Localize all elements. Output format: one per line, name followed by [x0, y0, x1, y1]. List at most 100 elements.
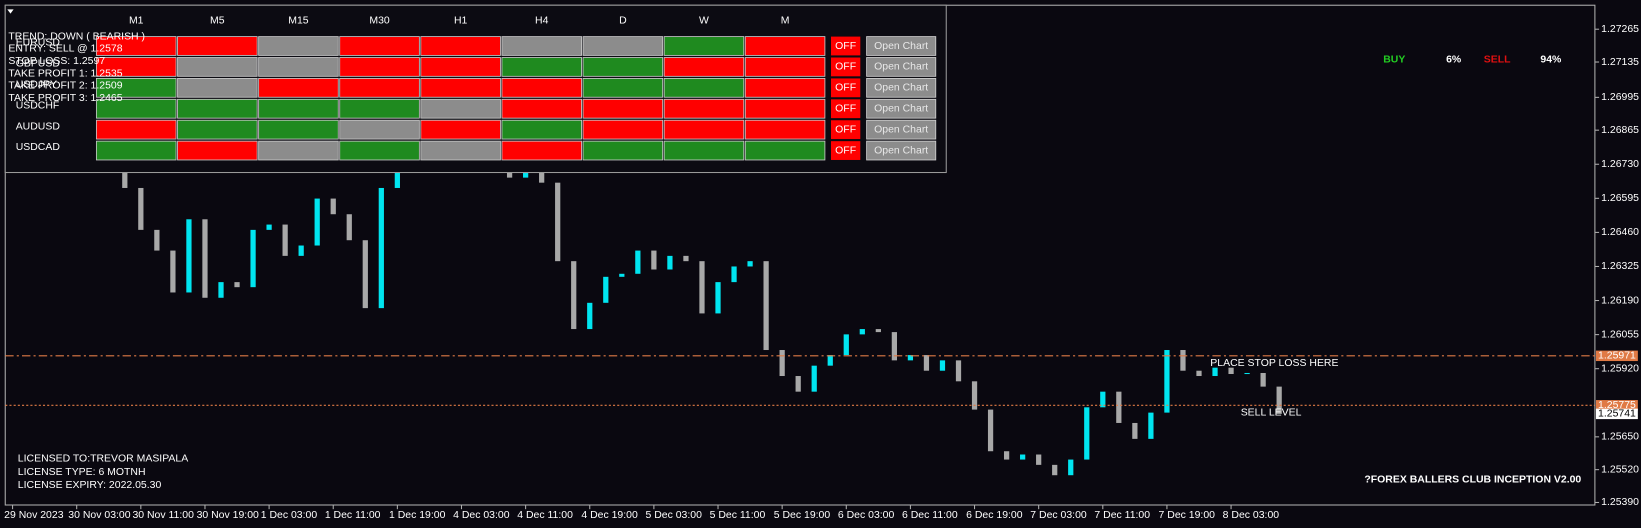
open-chart-button[interactable]: [866, 77, 937, 98]
candle: [907, 355, 914, 361]
open-chart-label[interactable]: Open Chart: [874, 104, 928, 115]
timeframe-cell: [582, 57, 664, 77]
toggle-label[interactable]: OFF: [835, 124, 856, 135]
level-text: SELL LEVEL: [1241, 407, 1302, 418]
timeframe-cell: [339, 36, 420, 56]
toggle-label[interactable]: OFF: [835, 145, 856, 156]
open-chart-label[interactable]: Open Chart: [874, 145, 928, 156]
candle: [1196, 370, 1202, 377]
timeframe-cell: [663, 77, 745, 98]
timeframe-cell: [339, 119, 420, 140]
timeframe-cell: [95, 77, 177, 98]
candle: [170, 250, 176, 293]
symbol-label: GBPUSD: [16, 59, 61, 70]
symbol-label: USDCHF: [16, 100, 60, 111]
y-tick-label: 1.26730: [1601, 159, 1639, 170]
sentiment-buy-value: 6%: [1446, 54, 1462, 65]
last-price: 1.25741: [1598, 409, 1636, 420]
timeframe-cell: [501, 36, 582, 56]
candle: [1228, 367, 1234, 374]
candle: [282, 224, 288, 256]
timeframe-cell: [420, 77, 501, 98]
toggle-label[interactable]: OFF: [835, 41, 856, 52]
toggle-button[interactable]: [830, 141, 861, 160]
x-tick-label: 5 Dec 19:00: [774, 510, 831, 521]
candle: [1036, 454, 1042, 465]
candle: [843, 334, 849, 356]
timeframe-cell: [339, 140, 420, 161]
x-tick-label: 6 Dec 03:00: [838, 510, 895, 521]
candle: [1132, 422, 1138, 439]
toggle-label[interactable]: OFF: [835, 62, 856, 73]
candle: [378, 187, 384, 309]
toggle-button[interactable]: [830, 57, 861, 77]
toggle-button[interactable]: [830, 120, 861, 140]
plot: 1.27265 1.27135 1.26995 1.26865 1.26730 1.265…: [4, 24, 1639, 521]
candle: [859, 329, 865, 335]
symbol-label: USDCAD: [16, 142, 61, 153]
brand: ?FOREX BALLERS CLUB INCEPTION V2.00: [1364, 475, 1581, 486]
candle: [827, 355, 833, 366]
column-header: M5: [210, 16, 225, 27]
level-price: 1.25775: [1598, 400, 1636, 411]
y-tick-label: 1.26190: [1601, 295, 1639, 306]
open-chart-button[interactable]: [866, 140, 937, 161]
candle: [202, 219, 208, 298]
y-tick-label: 1.26995: [1601, 92, 1639, 103]
signal-line: TREND: DOWN ( BEARISH ): [8, 31, 145, 42]
level-price: 1.25971: [1598, 351, 1636, 362]
timeframe-cell: [582, 140, 664, 161]
open-chart-label[interactable]: Open Chart: [874, 124, 928, 135]
open-chart-button[interactable]: [866, 36, 937, 56]
candle: [587, 302, 593, 330]
symbol-label: USDJPY: [16, 79, 57, 90]
candle: [1003, 451, 1010, 460]
candle: [362, 240, 368, 309]
timeframe-cell: [339, 57, 420, 77]
open-chart-label[interactable]: Open Chart: [874, 62, 928, 73]
open-chart-button[interactable]: [866, 57, 937, 77]
x-tick-label: 30 Nov 03:00: [68, 510, 130, 521]
candle: [314, 198, 320, 246]
open-chart-button[interactable]: [866, 119, 937, 140]
candle: [571, 261, 577, 330]
open-chart-label[interactable]: Open Chart: [874, 83, 928, 94]
candle: [1164, 350, 1170, 413]
open-chart-label[interactable]: Open Chart: [874, 41, 928, 52]
toggle-button[interactable]: [830, 36, 861, 56]
panel-collapse-icon[interactable]: [7, 9, 14, 14]
sentiment-sell-value: 94%: [1540, 54, 1562, 65]
toggle-button[interactable]: [830, 99, 861, 119]
timeframe-cell: [95, 119, 177, 140]
signal-line: STOP LOSS: 1.2597: [8, 56, 105, 67]
x-tick-label: 30 Nov 11:00: [132, 510, 194, 521]
signal-line: TAKE PROFIT 1: 1.2535: [8, 68, 122, 79]
candle: [891, 332, 897, 361]
candle: [683, 255, 689, 262]
timeframe-cell: [582, 36, 664, 56]
toggle-label[interactable]: OFF: [835, 83, 856, 94]
y-tick-label: 1.25920: [1601, 363, 1639, 374]
timeframe-cell: [582, 98, 664, 119]
candle: [138, 187, 144, 230]
candle: [619, 273, 625, 277]
level-text: PLACE STOP LOSS HERE: [1210, 358, 1338, 369]
toggle-label[interactable]: OFF: [835, 104, 856, 115]
x-tick-label: 1 Dec 19:00: [389, 510, 446, 521]
timeframe-cell: [501, 57, 582, 77]
column-header: H1: [454, 16, 468, 27]
x-tick-label: 5 Dec 11:00: [710, 510, 766, 521]
timeframe-cell: [582, 77, 664, 98]
toggle-button[interactable]: [830, 78, 861, 98]
timeframe-cell: [420, 98, 501, 119]
x-tick-label: 6 Dec 19:00: [966, 510, 1023, 521]
y-tick-label: 1.25520: [1601, 464, 1639, 475]
open-chart-button[interactable]: [866, 98, 937, 119]
y-tick-label: 1.25650: [1601, 432, 1639, 443]
timeframe-cell: [501, 98, 582, 119]
candle: [555, 182, 561, 262]
timeframe-cell: [95, 98, 177, 119]
sentiment-sell-label: SELL: [1484, 54, 1511, 65]
y-tick-label: 1.26865: [1601, 125, 1639, 136]
candle: [971, 381, 978, 410]
